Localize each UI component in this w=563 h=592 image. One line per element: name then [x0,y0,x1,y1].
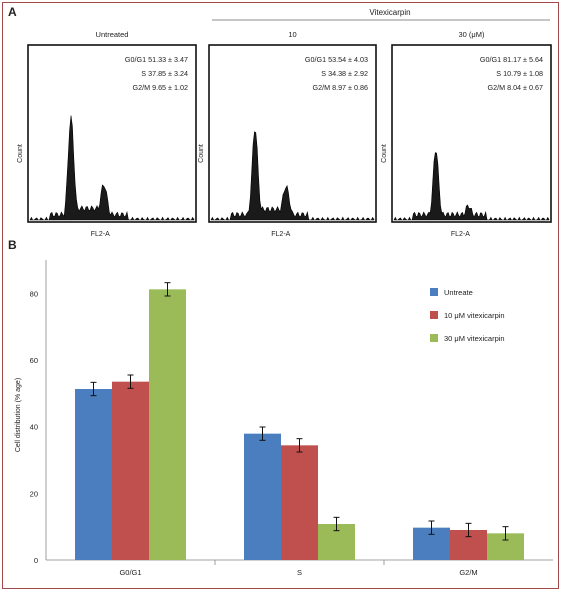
bar [244,433,281,560]
histogram-frame [391,44,552,223]
panel-a-letter: A [8,5,17,19]
legend-label: 10 μM vitexicarpin [444,311,505,320]
histogram-y-label: Count [381,144,388,163]
histogram-title: 30 (μM) [459,30,485,39]
bar [75,389,112,560]
legend-swatch [430,334,438,342]
bar [281,445,318,560]
legend-swatch [430,288,438,296]
histogram-stat: G2/M 8.97 ± 0.86 [313,83,369,92]
histogram-stat: G0/G1 53.54 ± 4.03 [305,55,368,64]
panel-b-letter: B [8,238,17,252]
histogram-stat: G2/M 9.65 ± 1.02 [133,83,189,92]
bar [112,381,149,560]
flow-cytometry-panel: Vitexicarpin Untreated G0/G1 51.33 ± 3.47… [17,8,552,238]
histogram-frame [208,44,377,223]
y-tick-label: 20 [30,489,38,498]
histogram-stat: G2/M 8.04 ± 0.67 [488,83,544,92]
histogram-y-label: Count [17,144,24,163]
y-tick-label: 0 [34,556,38,565]
histogram-stat: S 34.38 ± 2.92 [321,69,368,78]
histogram-trace [29,115,195,221]
y-tick-label: 40 [30,423,38,432]
histogram-title: 10 [288,30,296,39]
y-axis-label: Cell distribution (% age) [15,378,22,452]
x-tick-label: G2/M [459,568,477,577]
histogram-title: Untreated [96,30,129,39]
histogram-stat: S 37.85 ± 3.24 [141,69,188,78]
histogram-x-label: FL2-A [91,231,110,238]
x-tick-label: S [297,568,302,577]
histogram-stat: G0/G1 81.17 ± 5.64 [480,55,543,64]
histogram-trace [393,152,550,221]
legend-swatch [430,311,438,319]
histogram-y-label: Count [198,144,205,163]
histogram-frame [27,44,197,223]
cell-cycle-bar-chart: Cell distribution (% age) 0 20 40 60 80 G0/G… [15,260,553,577]
histogram-x-label: FL2-A [271,231,290,238]
treatment-header: Vitexicarpin [369,8,410,17]
histogram-stat: G0/G1 51.33 ± 3.47 [125,55,188,64]
x-tick-label: G0/G1 [119,568,141,577]
bar [149,289,186,560]
histogram-trace [210,131,375,221]
legend-label: 30 μM vitexicarpin [444,334,505,343]
histogram-x-label: FL2-A [451,231,470,238]
histogram-stat: S 10.79 ± 1.08 [496,69,543,78]
y-tick-label: 60 [30,356,38,365]
legend-label: Untreate [444,288,473,297]
y-tick-label: 80 [30,289,38,298]
